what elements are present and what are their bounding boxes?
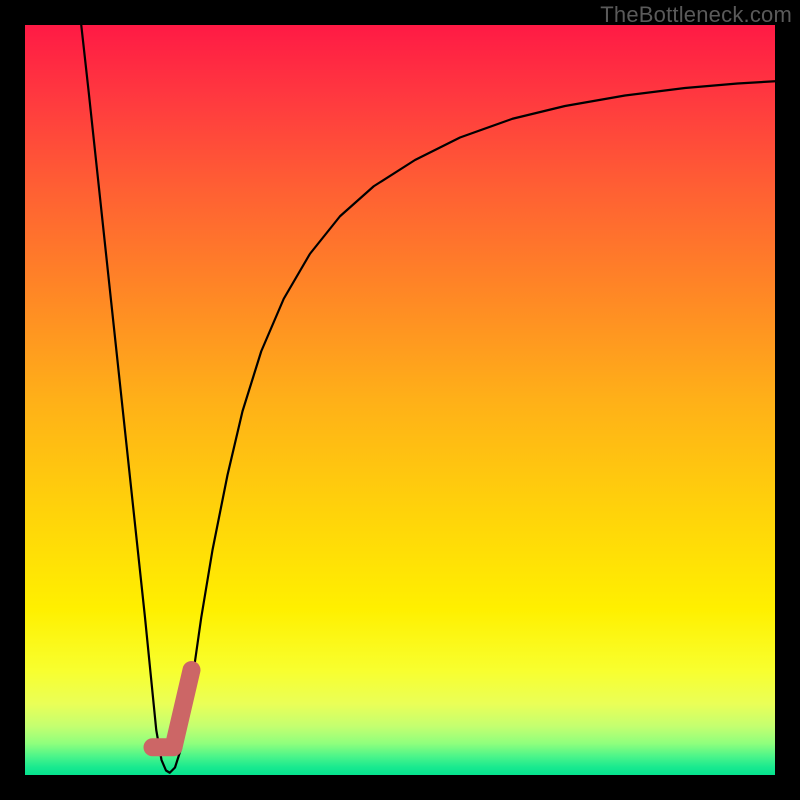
watermark-text: TheBottleneck.com bbox=[600, 2, 792, 28]
curve-layer bbox=[25, 25, 775, 775]
bottleneck-curve bbox=[81, 25, 775, 773]
plot-area bbox=[25, 25, 775, 775]
chart-root: TheBottleneck.com bbox=[0, 0, 800, 800]
